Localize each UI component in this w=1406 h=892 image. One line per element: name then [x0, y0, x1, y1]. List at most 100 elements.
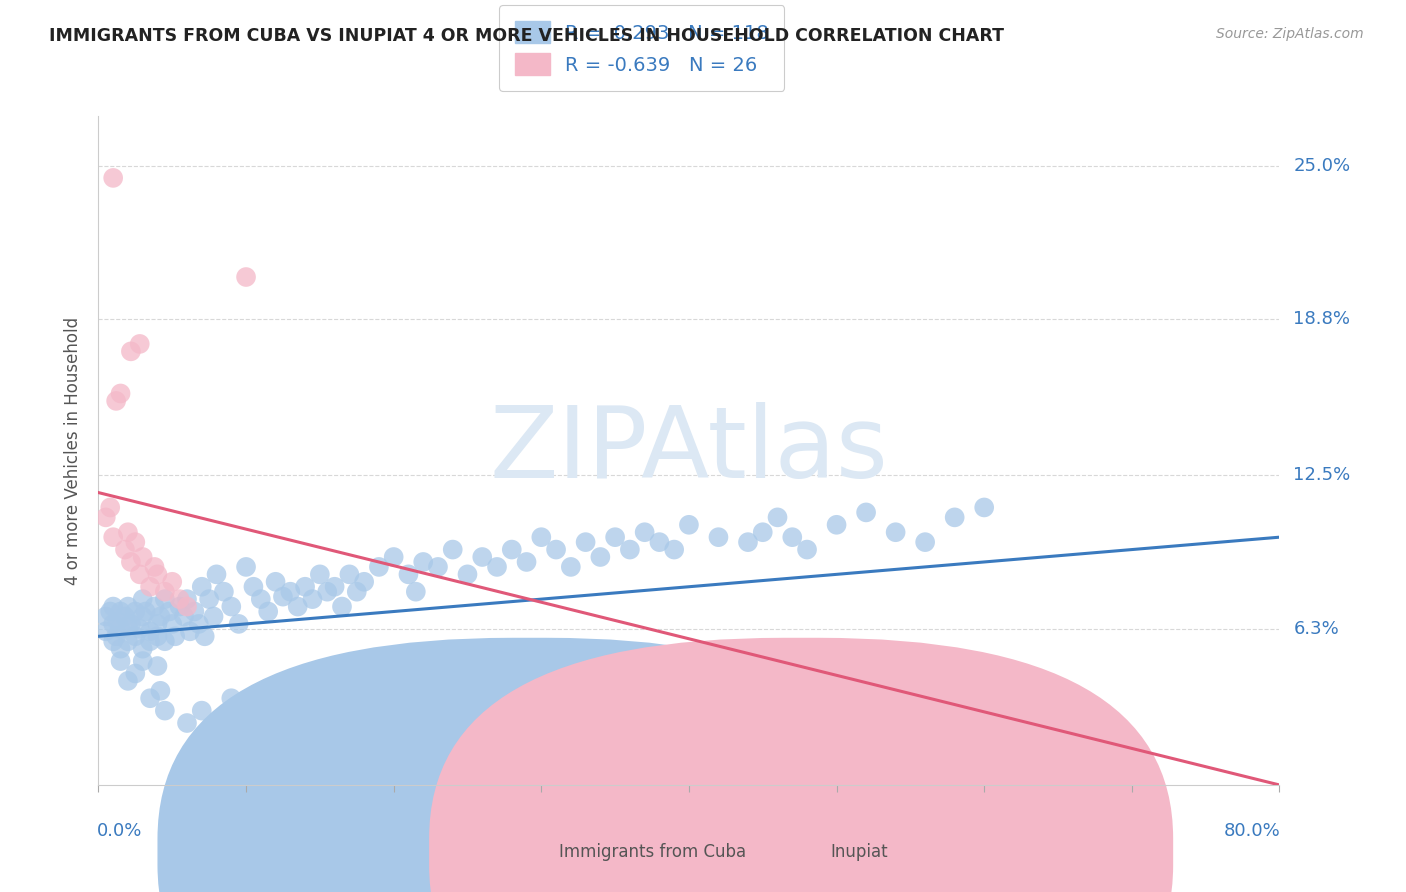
Point: [179, 624, 201, 639]
Text: 6.3%: 6.3%: [1294, 620, 1339, 638]
Point: [110, 654, 132, 668]
Point: [1002, 716, 1025, 731]
Point: [107, 615, 129, 629]
Point: [323, 683, 346, 698]
Point: [94, 609, 117, 624]
Point: [128, 567, 150, 582]
Point: [546, 542, 568, 557]
Point: [132, 609, 155, 624]
Point: [294, 580, 316, 594]
Point: [575, 535, 598, 549]
Point: [242, 580, 264, 594]
Point: [117, 599, 139, 614]
Point: [120, 555, 142, 569]
Point: [412, 555, 434, 569]
Point: [132, 592, 155, 607]
Point: [110, 605, 132, 619]
Point: [353, 574, 375, 589]
Point: [619, 542, 641, 557]
Point: [94, 624, 117, 639]
Point: [146, 616, 169, 631]
Point: [173, 609, 195, 624]
Point: [382, 691, 405, 706]
Point: [235, 270, 257, 285]
Point: [368, 560, 391, 574]
Point: [486, 560, 509, 574]
Point: [501, 542, 523, 557]
Point: [110, 622, 132, 636]
Point: [309, 567, 332, 582]
Text: 18.8%: 18.8%: [1294, 310, 1350, 328]
Point: [169, 599, 191, 614]
Point: [530, 530, 553, 544]
Point: [191, 704, 214, 718]
FancyBboxPatch shape: [429, 638, 1173, 892]
Text: IMMIGRANTS FROM CUBA VS INUPIAT 4 OR MORE VEHICLES IN HOUSEHOLD CORRELATION CHAR: IMMIGRANTS FROM CUBA VS INUPIAT 4 OR MOR…: [49, 27, 1004, 45]
Point: [176, 599, 198, 614]
Text: ZIPAtlas: ZIPAtlas: [489, 402, 889, 499]
Point: [194, 629, 217, 643]
Point: [103, 530, 125, 544]
Point: [124, 629, 146, 643]
Text: 12.5%: 12.5%: [1294, 467, 1351, 484]
Point: [914, 535, 936, 549]
Point: [162, 616, 183, 631]
Point: [398, 567, 420, 582]
Point: [146, 567, 169, 582]
Point: [457, 567, 479, 582]
Point: [94, 510, 117, 524]
Text: Immigrants from Cuba: Immigrants from Cuba: [560, 843, 747, 861]
Point: [117, 634, 139, 648]
Point: [648, 649, 671, 664]
Point: [766, 510, 789, 524]
Point: [143, 560, 166, 574]
Point: [132, 549, 155, 564]
Point: [117, 673, 139, 688]
Point: [943, 691, 966, 706]
Point: [943, 510, 966, 524]
Point: [766, 683, 789, 698]
Point: [1062, 704, 1084, 718]
Point: [117, 619, 139, 633]
Point: [176, 716, 198, 731]
Point: [149, 609, 172, 624]
Point: [132, 654, 155, 668]
Point: [139, 634, 162, 648]
Point: [294, 698, 316, 713]
Point: [103, 616, 125, 631]
Point: [169, 592, 191, 607]
Point: [187, 616, 209, 631]
Text: Source: ZipAtlas.com: Source: ZipAtlas.com: [1216, 27, 1364, 41]
Point: [198, 592, 221, 607]
Point: [235, 560, 257, 574]
Point: [271, 590, 294, 604]
Point: [405, 584, 427, 599]
Point: [117, 525, 139, 540]
Point: [124, 666, 146, 681]
Point: [149, 683, 172, 698]
Y-axis label: 4 or more Vehicles in Household: 4 or more Vehicles in Household: [65, 317, 83, 584]
Point: [202, 609, 225, 624]
Text: 80.0%: 80.0%: [1223, 822, 1281, 839]
Point: [157, 605, 180, 619]
Point: [516, 555, 538, 569]
Point: [441, 542, 464, 557]
Point: [120, 616, 142, 631]
Point: [132, 641, 155, 656]
Point: [114, 542, 136, 557]
Point: [153, 584, 176, 599]
Point: [110, 386, 132, 401]
Point: [855, 505, 877, 519]
Point: [235, 708, 257, 723]
Point: [114, 609, 136, 624]
Point: [146, 629, 169, 643]
Point: [257, 605, 280, 619]
Point: [205, 723, 228, 738]
Point: [105, 629, 128, 643]
Point: [707, 673, 730, 688]
Text: 0.0%: 0.0%: [97, 822, 142, 839]
Point: [221, 599, 243, 614]
Point: [353, 666, 375, 681]
Point: [796, 542, 818, 557]
Point: [648, 535, 671, 549]
